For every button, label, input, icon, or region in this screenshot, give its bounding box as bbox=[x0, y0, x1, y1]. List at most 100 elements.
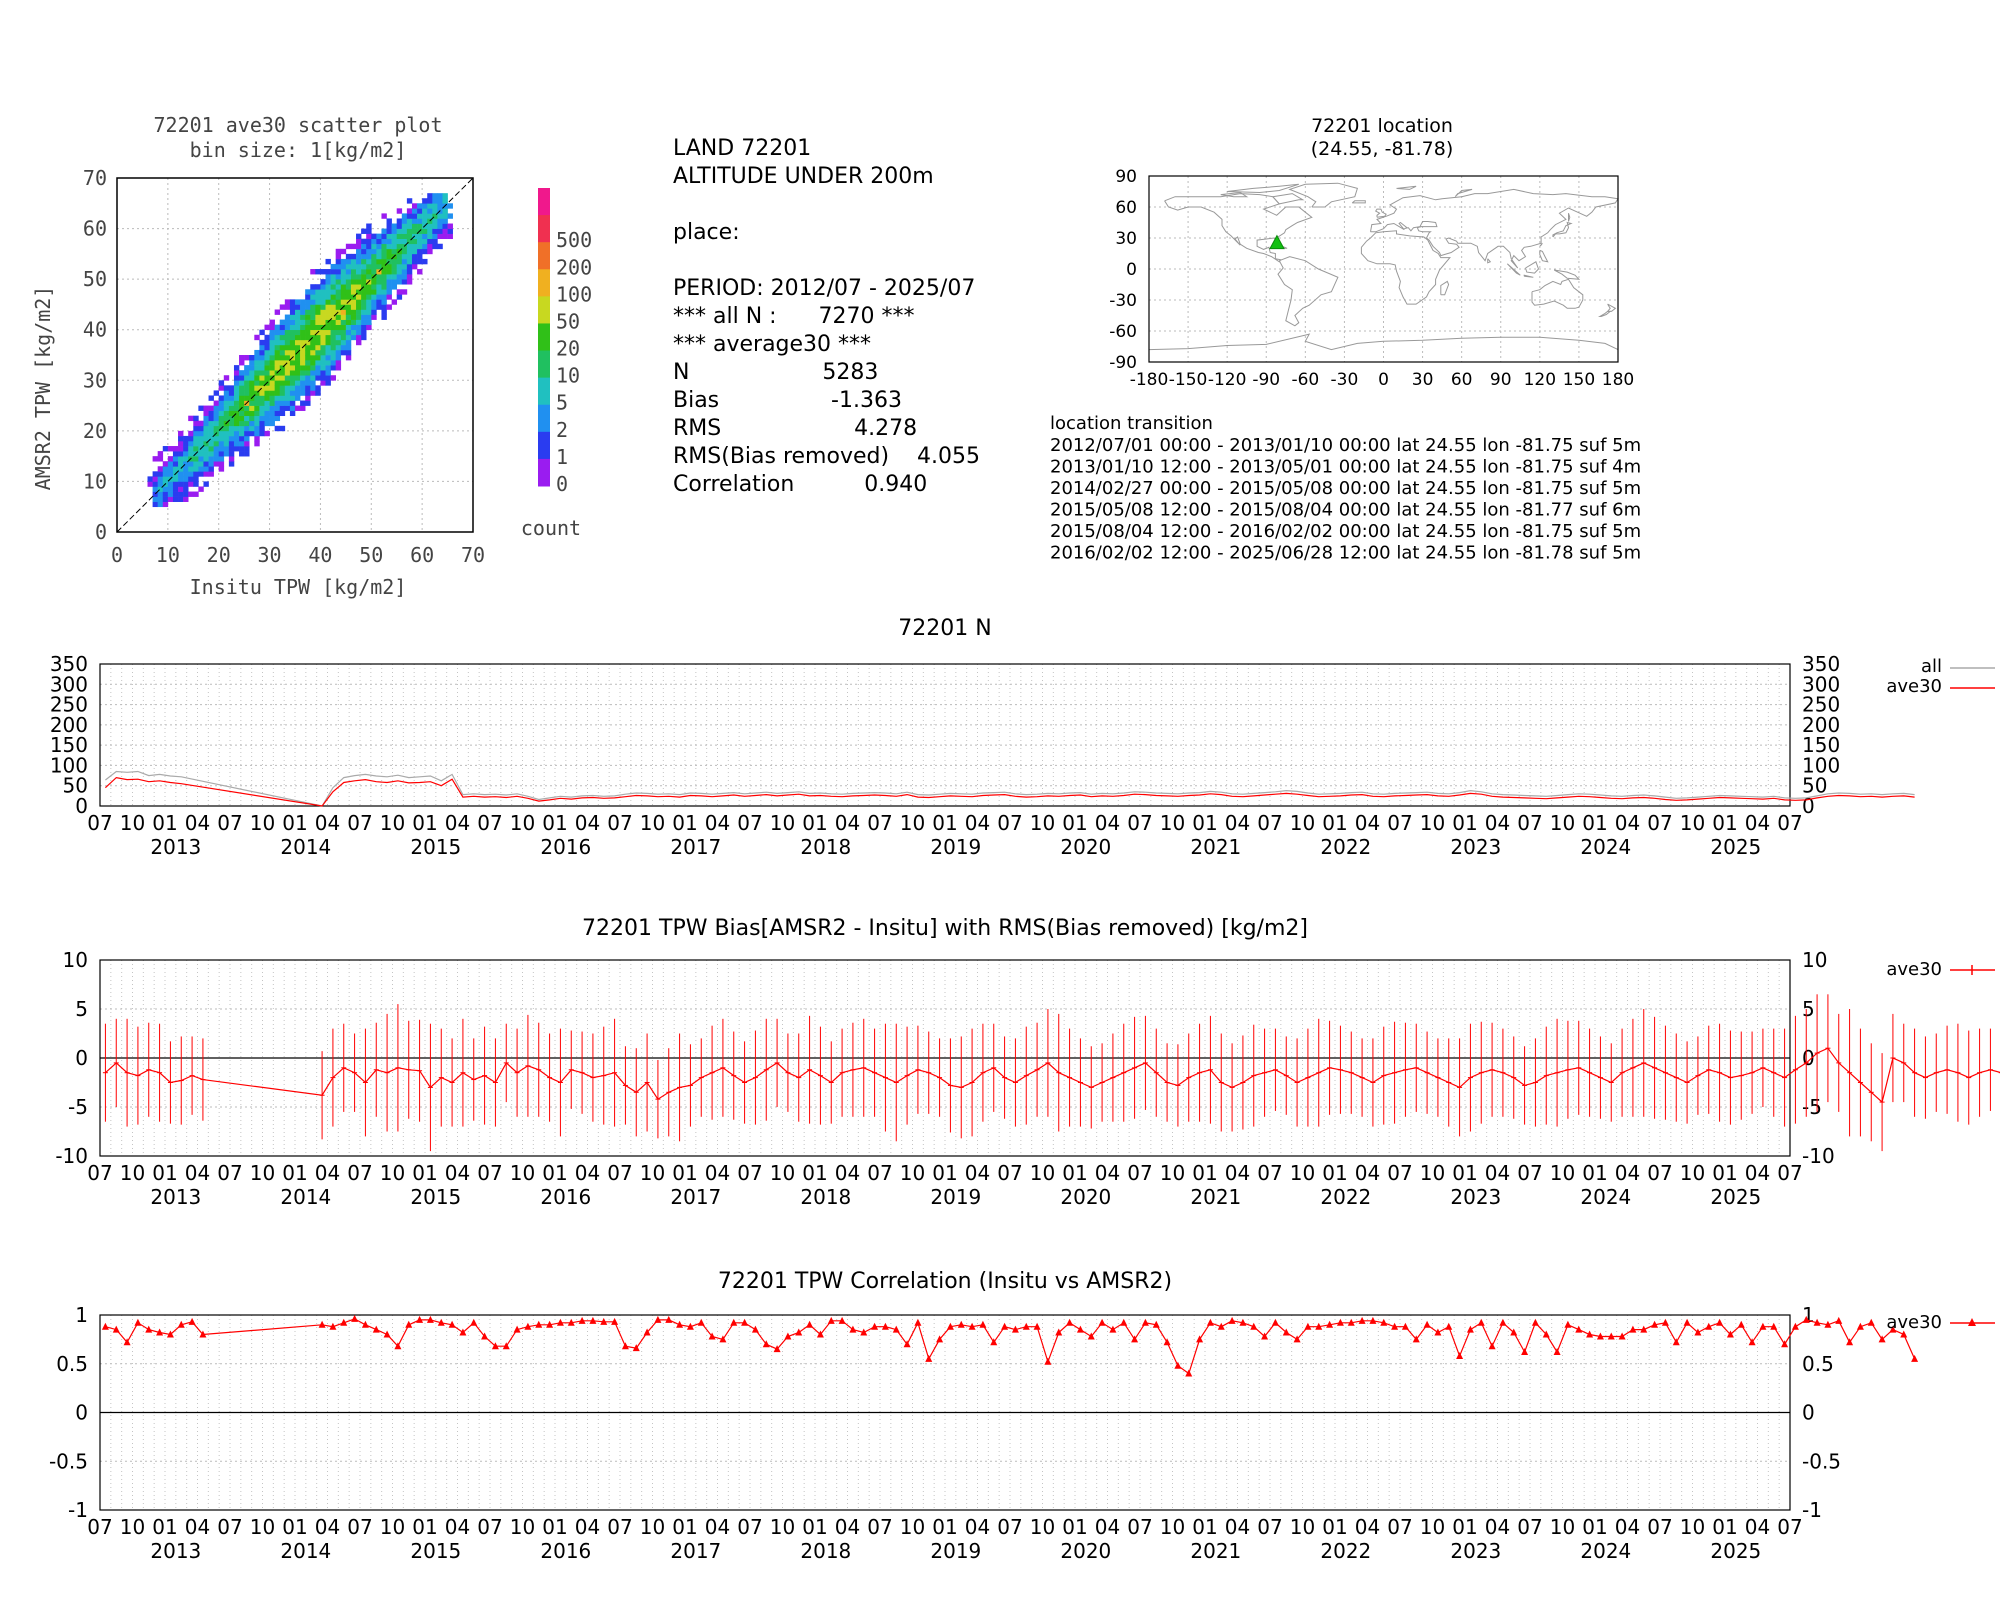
map-coastline bbox=[1606, 303, 1617, 312]
legend-label-ave30: ave30 bbox=[1886, 959, 1942, 980]
scatter-bin bbox=[417, 233, 423, 240]
scatter-bin bbox=[284, 344, 291, 351]
scatter-ytick-label: 0 bbox=[95, 520, 107, 544]
scatter-bin bbox=[188, 481, 194, 487]
y-tick-label-right: -10 bbox=[1802, 1144, 1835, 1168]
scatter-bin bbox=[183, 461, 189, 467]
year-label: 2018 bbox=[800, 1185, 851, 1209]
scatter-ylabel: AMSR2 TPW [kg/m2] bbox=[31, 286, 55, 491]
scatter-bin bbox=[218, 440, 225, 447]
scatter-bin bbox=[305, 309, 311, 315]
scatter-bin bbox=[366, 263, 372, 270]
scatter-bin bbox=[406, 233, 413, 240]
data-point bbox=[1412, 1335, 1420, 1343]
x-tick-label: 01 bbox=[1322, 1161, 1347, 1185]
x-tick-label: 01 bbox=[1452, 811, 1477, 835]
scatter-bin bbox=[239, 415, 245, 422]
scatter-bin bbox=[300, 329, 306, 336]
scatter-bin bbox=[279, 365, 286, 371]
scatter-bin bbox=[381, 309, 387, 315]
data-point bbox=[394, 1342, 402, 1350]
scatter-bin bbox=[330, 269, 336, 275]
x-tick-label: 07 bbox=[1387, 811, 1412, 835]
x-tick-label: 10 bbox=[380, 811, 405, 835]
y-tick-label-right: 350 bbox=[1802, 652, 1840, 676]
scatter-bin bbox=[203, 456, 209, 462]
transition-row: 2016/02/02 12:00 - 2025/06/28 12:00 lat … bbox=[1050, 543, 1641, 564]
scatter-bin bbox=[371, 243, 377, 250]
data-point bbox=[1315, 1322, 1323, 1330]
scatter-bin bbox=[198, 430, 204, 437]
scatter-bin bbox=[167, 471, 174, 477]
scatter-bin bbox=[371, 304, 377, 310]
scatter-bin bbox=[315, 349, 321, 356]
scatter-bin bbox=[320, 360, 326, 366]
data-point bbox=[1737, 1320, 1745, 1328]
scatter-bin bbox=[295, 390, 301, 396]
scatter-bin bbox=[279, 339, 286, 346]
x-tick-label: 07 bbox=[87, 1515, 112, 1539]
x-tick-label: 04 bbox=[1095, 1515, 1120, 1539]
scatter-bin bbox=[340, 329, 347, 336]
scatter-bin bbox=[254, 425, 260, 432]
scatter-bin bbox=[442, 228, 448, 234]
map-coastline bbox=[1271, 193, 1305, 205]
colorbar-segment bbox=[538, 404, 550, 433]
scatter-bin bbox=[233, 405, 240, 411]
scatter-bin bbox=[381, 253, 387, 260]
scatter-bin bbox=[254, 360, 260, 366]
scatter-bin bbox=[193, 435, 199, 442]
scatter-bin bbox=[356, 314, 362, 320]
scatter-bin bbox=[284, 334, 291, 341]
x-tick-label: 10 bbox=[1680, 811, 1705, 835]
scatter-bin bbox=[289, 314, 296, 320]
scatter-bin bbox=[396, 294, 403, 300]
colorbar-segment bbox=[538, 431, 550, 460]
colorbar-tick-label: 100 bbox=[556, 282, 592, 306]
x-tick-label: 10 bbox=[1420, 1161, 1445, 1185]
scatter-bin bbox=[350, 299, 357, 305]
map-coastline bbox=[1553, 269, 1581, 280]
year-label: 2022 bbox=[1320, 1539, 1371, 1563]
x-tick-label: 10 bbox=[250, 811, 275, 835]
data-point bbox=[1347, 1318, 1355, 1326]
scatter-bin bbox=[422, 238, 428, 245]
y-tick-label-left: -5 bbox=[68, 1095, 88, 1119]
scatter-bin bbox=[167, 446, 174, 452]
scatter-bin bbox=[447, 228, 453, 234]
scatter-bin bbox=[193, 425, 199, 432]
scatter-bin bbox=[447, 233, 453, 240]
x-tick-label: 07 bbox=[477, 1161, 502, 1185]
scatter-bin bbox=[391, 279, 398, 285]
map-xtick-label: 90 bbox=[1490, 370, 1512, 390]
scatter-bin bbox=[228, 385, 235, 391]
scatter-bin bbox=[396, 243, 403, 250]
data-point bbox=[936, 1335, 944, 1343]
scatter-bin bbox=[366, 258, 372, 265]
scatter-bin bbox=[254, 435, 260, 442]
scatter-bin bbox=[340, 294, 347, 300]
scatter-bin bbox=[320, 355, 326, 361]
x-tick-label: 10 bbox=[770, 1515, 795, 1539]
scatter-bin bbox=[315, 339, 321, 346]
data-point bbox=[1813, 1318, 1821, 1326]
data-point bbox=[513, 1325, 521, 1333]
x-tick-label: 04 bbox=[1355, 1515, 1380, 1539]
scatter-bin bbox=[249, 365, 255, 371]
scatter-bin bbox=[320, 314, 326, 320]
scatter-bin bbox=[345, 274, 352, 280]
scatter-bin bbox=[218, 446, 225, 452]
scatter-bin bbox=[335, 314, 342, 320]
map-xtick-label: -90 bbox=[1252, 370, 1280, 390]
y-tick-label-right: 50 bbox=[1802, 774, 1827, 798]
scatter-bin bbox=[244, 385, 250, 391]
scatter-bin bbox=[330, 314, 336, 320]
scatter-bin bbox=[208, 410, 214, 417]
scatter-bin bbox=[361, 228, 367, 234]
data-point bbox=[1120, 1318, 1128, 1326]
x-tick-label: 01 bbox=[1322, 811, 1347, 835]
x-tick-label: 07 bbox=[347, 1161, 372, 1185]
y-tick-label-left: 100 bbox=[50, 753, 88, 777]
x-tick-label: 07 bbox=[1257, 811, 1282, 835]
scatter-bin bbox=[284, 360, 291, 366]
